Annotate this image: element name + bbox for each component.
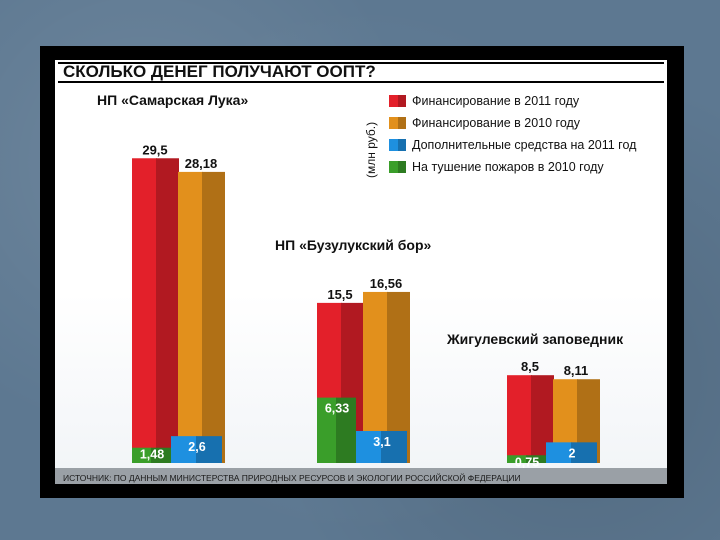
data-label-3-0: 1,48 xyxy=(140,448,164,462)
chart-panel: СКОЛЬКО ДЕНЕГ ПОЛУЧАЮТ ООПТ? (млн руб.) … xyxy=(55,60,667,484)
data-label-3-1: 6,33 xyxy=(325,402,349,416)
data-label-3-2: 0,75 xyxy=(515,455,539,469)
legend-label-0: Финансирование в 2011 году xyxy=(412,94,580,108)
bar-shade-2-0 xyxy=(196,436,222,463)
source-text: ИСТОЧНИК: ПО ДАННЫМ МИНИСТЕРСТВА ПРИРОДН… xyxy=(63,472,521,483)
bar-shade-0-2 xyxy=(531,375,554,463)
data-label-1-1: 16,56 xyxy=(370,276,403,291)
bar-3-0 xyxy=(132,447,152,463)
bar-shade-1-2 xyxy=(577,379,600,463)
legend-swatch-0 xyxy=(389,95,399,107)
legend-swatch-shade-1 xyxy=(398,117,406,129)
bar-2-0 xyxy=(171,436,197,463)
bar-shade-2-1 xyxy=(381,430,407,463)
legend-swatch-shade-3 xyxy=(398,161,406,173)
unit-label: (млн руб.) xyxy=(364,122,378,178)
chart-title: СКОЛЬКО ДЕНЕГ ПОЛУЧАЮТ ООПТ? xyxy=(63,62,376,81)
source-strip xyxy=(55,468,667,484)
legend-swatch-shade-0 xyxy=(398,95,406,107)
data-label-2-1: 3,1 xyxy=(373,435,390,449)
bar-shade-3-0 xyxy=(151,447,171,463)
bar-shade-1-1 xyxy=(387,291,410,463)
data-label-2-0: 2,6 xyxy=(188,440,205,454)
legend-swatch-1 xyxy=(389,117,399,129)
category-label-2: Жигулевский заповедник xyxy=(446,331,624,347)
title-rule-top xyxy=(58,62,664,64)
bar-2-1 xyxy=(356,430,382,463)
data-label-2-2: 2 xyxy=(569,446,576,460)
legend-label-1: Финансирование в 2010 году xyxy=(412,116,581,130)
bar-shade-0-0 xyxy=(156,158,179,463)
bar-shade-2-2 xyxy=(571,442,597,463)
data-label-0-0: 29,5 xyxy=(142,142,167,157)
legend-swatch-shade-2 xyxy=(398,139,406,151)
legend-swatch-2 xyxy=(389,139,399,151)
data-label-1-0: 28,18 xyxy=(185,156,218,171)
data-label-1-2: 8,11 xyxy=(564,363,589,378)
bar-3-2 xyxy=(507,455,527,463)
bar-3-1 xyxy=(317,397,337,463)
legend-label-2: Дополнительные средства на 2011 год xyxy=(412,138,637,152)
category-label-0: НП «Самарская Лука» xyxy=(97,92,248,108)
chart-svg: СКОЛЬКО ДЕНЕГ ПОЛУЧАЮТ ООПТ? (млн руб.) … xyxy=(55,62,667,484)
bar-shade-3-1 xyxy=(336,397,356,463)
data-label-0-2: 8,5 xyxy=(521,359,539,374)
bar-0-0 xyxy=(132,158,157,463)
legend-swatch-3 xyxy=(389,161,399,173)
data-label-0-1: 15,5 xyxy=(327,287,352,302)
bar-2-2 xyxy=(546,442,572,463)
category-label-1: НП «Бузулукский бор» xyxy=(275,237,432,253)
bar-shade-1-0 xyxy=(202,171,225,463)
chart-marks: НП «Самарская Лука» 29,5 28,18 1,48 2,6 НП «Б… xyxy=(97,92,624,469)
title-rule-bottom xyxy=(58,81,664,83)
bar-0-2 xyxy=(507,375,532,463)
bar-1-0 xyxy=(178,171,203,463)
bar-shade-3-2 xyxy=(526,455,546,463)
legend-label-3: На тушение пожаров в 2010 году xyxy=(412,160,604,174)
legend: Финансирование в 2011 году Финансирование… xyxy=(389,94,637,174)
